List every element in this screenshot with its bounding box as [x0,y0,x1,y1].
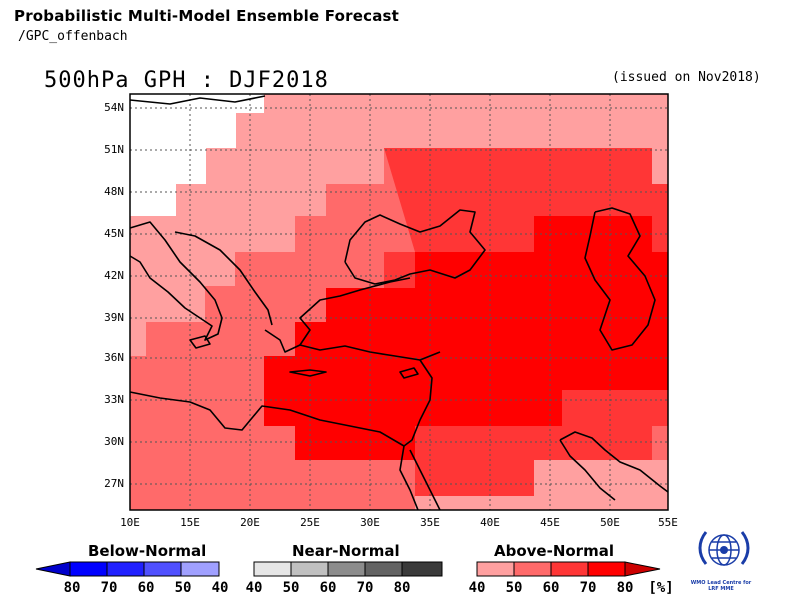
legend-below-label: 60 [137,580,155,596]
legend-below-label: 40 [211,580,229,596]
lat-label: 36N [104,351,124,364]
legend-near-label: 70 [356,580,374,596]
above-80-swatch [624,561,661,577]
issued-date: (issued on Nov2018) [612,70,761,85]
legend-above-label: 80 [616,580,634,596]
lat-label: 45N [104,227,124,240]
legend-below-bar [35,561,220,577]
legend-below-title: Below-Normal [88,542,207,560]
above-50-swatch [513,561,552,577]
near-80-swatch [401,561,443,577]
lat-label: 33N [104,393,124,406]
probability-field-70 [264,216,668,460]
below-60-swatch [106,561,145,577]
legend-below-label: 80 [63,580,81,596]
lat-label: 30N [104,435,124,448]
product-title: Probabilistic Multi-Model Ensemble Forec… [14,7,400,25]
lon-label: 20E [240,516,260,529]
colorbars [35,561,661,577]
near-40-swatch [253,561,292,577]
lon-label: 30E [360,516,380,529]
legend-above-label: 70 [579,580,597,596]
legend-near-label: 60 [319,580,337,596]
legend-near-title: Near-Normal [292,542,400,560]
below-50-swatch [143,561,182,577]
product-source: /GPC_offenbach [18,29,128,44]
near-50-swatch [290,561,329,577]
map-frame-area [129,93,669,511]
lon-label: 35E [420,516,440,529]
lat-label: 27N [104,477,124,490]
no-signal-area [130,94,264,216]
legend-near-label: 40 [245,580,263,596]
near-60-swatch [327,561,366,577]
lon-label: 55E [658,516,678,529]
lon-label: 15E [180,516,200,529]
wmo-logo-text: WMO Lead Centre for LRF MME [690,580,752,592]
graticule [130,94,668,510]
lon-label: 50E [600,516,620,529]
above-70-swatch [587,561,626,577]
legend-above-title: Above-Normal [494,542,614,560]
wmo-logo-icon [698,531,750,566]
legend-above-bar [476,561,661,577]
legend-below-label: 70 [100,580,118,596]
coastlines [129,95,669,511]
map-title: 500hPa GPH : DJF2018 [44,68,329,93]
legend-near-label: 50 [282,580,300,596]
legend-above-label: 60 [542,580,560,596]
lat-label: 39N [104,311,124,324]
lon-label: 25E [300,516,320,529]
lon-label: 40E [480,516,500,529]
probability-field-40 [130,94,668,356]
lat-label: 51N [104,143,124,156]
lon-label: 10E [120,516,140,529]
lat-label: 42N [104,269,124,282]
map-frame [129,93,669,511]
legend-above-label: 40 [468,580,486,596]
below-80-swatch [35,561,71,577]
lat-label: 48N [104,185,124,198]
lon-label: 45E [540,516,560,529]
legend-near-label: 80 [393,580,411,596]
legend-unit-label: [%] [648,580,674,596]
probability-field-40-south [415,460,668,510]
above-40-swatch [476,561,515,577]
legend-below-label: 50 [174,580,192,596]
below-70-swatch [69,561,108,577]
legend-above-label: 50 [505,580,523,596]
above-60-swatch [550,561,589,577]
legend-near-bar [253,561,443,577]
below-40-swatch [180,561,220,577]
near-70-swatch [364,561,403,577]
lat-label: 54N [104,101,124,114]
